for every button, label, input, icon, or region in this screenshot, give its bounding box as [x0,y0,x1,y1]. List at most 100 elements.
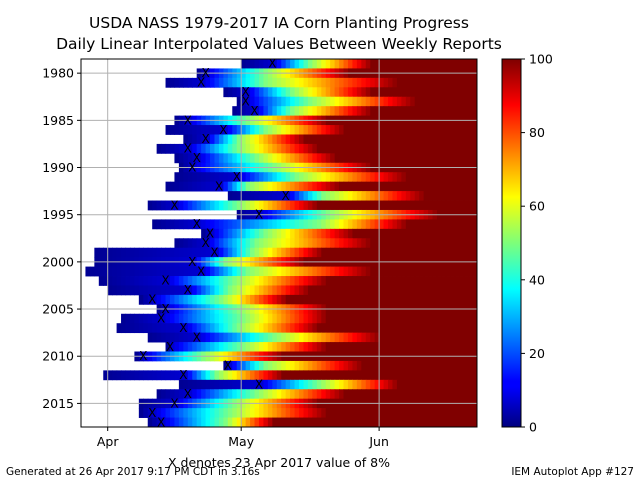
heatmap-cell [223,172,229,183]
heatmap-cell [281,285,287,296]
heatmap-cell [419,172,425,183]
heatmap-cell [245,379,251,390]
heatmap-cell [374,342,380,352]
heatmap-cell [379,342,385,352]
heatmap-cell [325,106,331,117]
heatmap-cell [347,77,354,88]
heatmap-cell [383,408,389,418]
heatmap-cell [143,408,149,418]
heatmap-cell [165,332,171,343]
heatmap-row [121,313,477,324]
x-marker: X [268,57,276,71]
heatmap-cell [250,389,256,400]
heatmap-cell [267,417,273,427]
heatmap-cell [285,342,291,352]
heatmap-cell [134,276,140,286]
heatmap-cell [241,134,247,145]
heatmap-cell [174,143,180,154]
heatmap-cell [267,181,273,192]
heatmap-cell [276,172,282,183]
heatmap-cell [316,285,322,296]
heatmap-cell [156,276,162,286]
heatmap-cell [263,238,269,249]
heatmap-cell [165,389,171,400]
heatmap-cell [169,342,176,352]
heatmap-cell [361,323,367,334]
heatmap-cell [174,389,180,400]
heatmap-cell [258,379,265,390]
heatmap-cell [214,276,220,286]
heatmap-cell [361,332,367,343]
heatmap-cell [450,77,456,88]
heatmap-cell [330,285,336,296]
heatmap-cell [281,417,287,427]
heatmap-cell [294,106,300,117]
footer-generated: Generated at 26 Apr 2017 9:17 PM CDT in … [6,466,260,478]
heatmap-cell [330,276,336,286]
heatmap-cell [316,276,322,286]
heatmap-cell [241,417,247,427]
heatmap-cell [383,191,389,201]
heatmap-cell [450,106,456,117]
heatmap-cell [218,342,224,352]
heatmap-cell [388,294,394,305]
heatmap-cell [281,153,287,164]
heatmap-cell [463,370,469,381]
heatmap-cell [250,172,256,183]
heatmap-cell [232,181,238,192]
heatmap-cell [307,181,313,192]
heatmap-cell [196,238,202,249]
heatmap-cell [401,134,407,145]
heatmap-cell [103,247,109,258]
heatmap-cell [374,228,380,239]
heatmap-cell [290,342,296,352]
heatmap-cell [388,379,394,390]
heatmap-cell [307,417,313,427]
heatmap-cell [396,389,402,400]
heatmap-cell [405,106,411,117]
heatmap-cell [285,238,291,249]
heatmap-cell [214,238,220,249]
heatmap-cell [405,247,411,258]
heatmap-cell [347,96,354,107]
heatmap-cell [392,96,398,107]
heatmap-cell [392,332,398,343]
x-marker: X [188,255,196,269]
heatmap-cell [347,172,354,183]
heatmap-cell [263,59,269,69]
heatmap-cell [343,134,349,145]
heatmap-cell [379,96,385,107]
heatmap-cell [312,342,318,352]
chart-subtitle: Daily Linear Interpolated Values Between… [56,35,502,53]
heatmap-cell [468,125,474,135]
heatmap-cell [214,172,220,183]
x-marker: X [255,378,263,392]
heatmap-cell [410,379,416,390]
heatmap-cell [223,342,229,352]
heatmap-cell [321,360,327,371]
heatmap-cell [129,285,135,296]
heatmap-cell [312,200,318,211]
heatmap-cell [169,323,176,334]
heatmap-cell [214,153,220,164]
heatmap-cell [370,332,376,343]
heatmap-cell [352,143,358,154]
heatmap-cell [250,106,256,117]
heatmap-cell [339,379,345,390]
heatmap-cell [152,247,158,258]
heatmap-cell [392,417,398,427]
heatmap-cell [272,228,278,239]
heatmap-cell [241,332,247,343]
heatmap-cell [423,417,429,427]
heatmap-cell [423,276,429,286]
heatmap-cell [214,379,220,390]
heatmap-cell [263,370,269,381]
heatmap-cell [214,134,220,145]
heatmap-cell [388,370,394,381]
heatmap-cell [156,294,162,305]
heatmap-cell [223,77,229,88]
heatmap-cell [463,59,469,69]
heatmap-cell [419,276,425,286]
heatmap-cell [388,417,394,427]
heatmap-cell [129,323,135,334]
